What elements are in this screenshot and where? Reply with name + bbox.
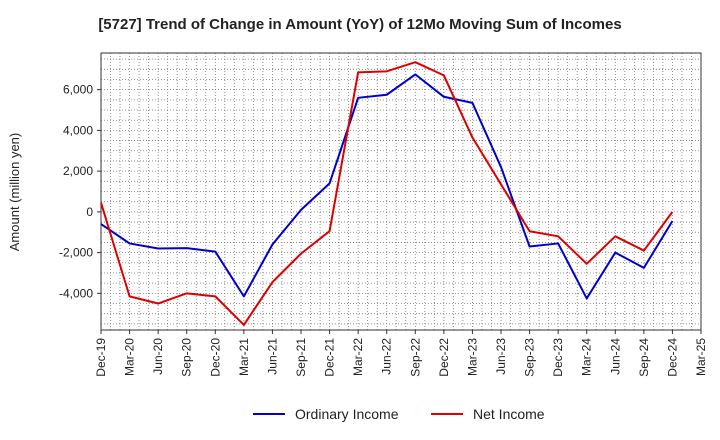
x-tick-label: Mar-22 — [351, 338, 365, 376]
x-tick-label: Jun-23 — [494, 338, 508, 375]
axis-layer: -4,000 -2,000 0 2,000 4,000 6,000 Dec-19 Mar-20… — [59, 83, 708, 377]
series-layer — [100, 61, 674, 326]
x-tick-label: Sep-23 — [523, 338, 537, 377]
x-tick-label: Mar-25 — [694, 338, 708, 376]
x-tick-label: Dec-23 — [551, 338, 565, 377]
y-tick-label: 2,000 — [63, 164, 93, 178]
y-tick-label: 0 — [86, 205, 93, 219]
x-tick-label: Mar-24 — [580, 338, 594, 376]
x-tick-label: Dec-24 — [665, 338, 679, 377]
x-tick-label: Dec-22 — [437, 338, 451, 377]
series-line-0 — [100, 73, 674, 300]
x-tick-label: Dec-20 — [208, 338, 222, 377]
x-tick-label: Dec-21 — [323, 338, 337, 377]
y-tick-label: -2,000 — [59, 246, 93, 260]
x-tick-label: Sep-24 — [637, 338, 651, 377]
y-tick-label: 6,000 — [63, 83, 93, 97]
x-tick-label: Mar-23 — [465, 338, 479, 376]
x-tick-label: Dec-19 — [94, 338, 108, 377]
x-tick-label: Sep-20 — [180, 338, 194, 377]
series-line-1 — [100, 61, 674, 326]
legend-label: Ordinary Income — [295, 406, 399, 422]
y-axis-title: Amount (million yen) — [7, 133, 22, 252]
chart-title: [5727] Trend of Change in Amount (YoY) o… — [98, 16, 622, 33]
x-tick-label: Jun-22 — [380, 338, 394, 375]
plot-border — [100, 52, 702, 331]
x-tick-label: Sep-22 — [408, 338, 422, 377]
legend: Ordinary Income Net Income — [253, 406, 545, 422]
x-tick-label: Sep-21 — [294, 338, 308, 377]
y-tick-label: 4,000 — [63, 123, 93, 137]
x-tick-label: Jun-20 — [151, 338, 165, 375]
legend-label: Net Income — [473, 406, 545, 422]
x-tick-label: Mar-20 — [123, 338, 137, 376]
x-tick-label: Jun-24 — [608, 338, 622, 375]
y-tick-label: -4,000 — [59, 286, 93, 300]
plot-area — [100, 52, 702, 331]
x-tick-label: Jun-21 — [265, 338, 279, 375]
x-tick-label: Mar-21 — [237, 338, 251, 376]
